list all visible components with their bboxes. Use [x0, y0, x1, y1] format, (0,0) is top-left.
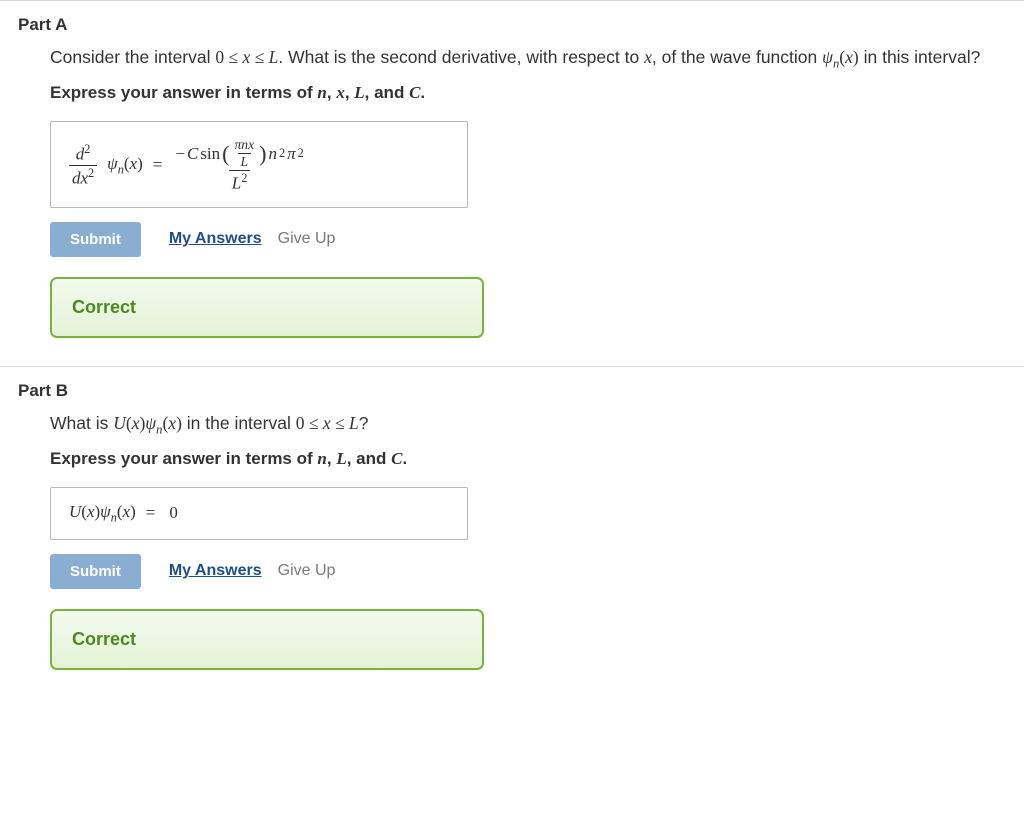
instrA-vars: n	[317, 83, 326, 102]
part-b-title: Part B	[0, 367, 1024, 411]
part-b-instruction: Express your answer in terms of n, L, an…	[50, 449, 1000, 469]
partB-rhs: 0	[165, 503, 178, 523]
part-a-body: Consider the interval 0 ≤ x ≤ L. What is…	[0, 45, 1024, 338]
instrA-1: Express your answer in terms of	[50, 83, 317, 102]
partA-lhs-psi: ψn(x)	[107, 154, 143, 177]
part-a-title: Part A	[0, 1, 1024, 45]
instrB-1: Express your answer in terms of	[50, 449, 317, 468]
part-b-actions: Submit My Answers Give Up	[50, 554, 1000, 589]
partB-lhs: U(x)ψn(x)	[69, 502, 136, 525]
part-b-answer-box: U(x)ψn(x) = 0	[50, 487, 468, 540]
part-b-equation: U(x)ψn(x) = 0	[69, 502, 449, 525]
submit-button[interactable]: Submit	[50, 554, 141, 589]
part-b-question: What is U(x)ψn(x) in the interval 0 ≤ x …	[50, 411, 1000, 439]
part-b-links: My Answers Give Up	[169, 562, 336, 580]
qA-text-2: . What is the second derivative, with re…	[278, 47, 644, 67]
part-a-instruction: Express your answer in terms of n, x, L,…	[50, 83, 1000, 103]
qA-text-1: Consider the interval	[50, 47, 215, 67]
part-a-equation: d2 dx2 ψn(x) = −Csin(πnxL)n2π2 L2	[69, 138, 449, 193]
part-b: Part B What is U(x)ψn(x) in the interval…	[0, 367, 1024, 698]
correct-label: Correct	[72, 297, 136, 317]
submit-button[interactable]: Submit	[50, 222, 141, 257]
qA-psi: ψn(x)	[822, 47, 859, 67]
my-answers-link[interactable]: My Answers	[169, 562, 262, 580]
partA-rhs-frac: −Csin(πnxL)n2π2 L2	[172, 138, 306, 193]
qB-interval: 0 ≤ x ≤ L	[296, 413, 359, 433]
part-a-links: My Answers Give Up	[169, 230, 336, 248]
correct-label: Correct	[72, 629, 136, 649]
partB-eq: =	[146, 503, 156, 523]
give-up-link[interactable]: Give Up	[278, 230, 336, 248]
qA-text-3: , of the wave function	[652, 47, 822, 67]
qA-interval: 0 ≤ x ≤ L	[215, 47, 278, 67]
part-a-answer-box: d2 dx2 ψn(x) = −Csin(πnxL)n2π2 L2	[50, 121, 468, 208]
qA-text-4: in this interval?	[859, 47, 981, 67]
part-b-body: What is U(x)ψn(x) in the interval 0 ≤ x …	[0, 411, 1024, 670]
qB-text-3: ?	[359, 413, 369, 433]
part-a-feedback: Correct	[50, 277, 484, 338]
part-a: Part A Consider the interval 0 ≤ x ≤ L. …	[0, 1, 1024, 366]
instrA-2: .	[420, 83, 425, 102]
qB-text-1: What is	[50, 413, 113, 433]
partA-eq: =	[153, 155, 163, 175]
give-up-link[interactable]: Give Up	[278, 562, 336, 580]
qA-var-x: x	[644, 47, 652, 67]
partA-lhs-frac: d2 dx2	[69, 143, 97, 187]
instrB-2: .	[402, 449, 407, 468]
my-answers-link[interactable]: My Answers	[169, 230, 262, 248]
qB-text-2: in the interval	[182, 413, 296, 433]
part-b-feedback: Correct	[50, 609, 484, 670]
part-a-question: Consider the interval 0 ≤ x ≤ L. What is…	[50, 45, 1000, 73]
part-a-actions: Submit My Answers Give Up	[50, 222, 1000, 257]
qB-lhs: U(x)ψn(x)	[113, 413, 182, 433]
